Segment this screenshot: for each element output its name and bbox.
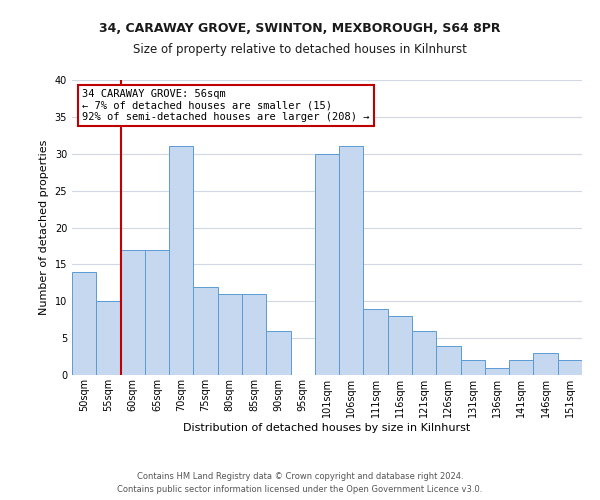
Text: 34 CARAWAY GROVE: 56sqm
← 7% of detached houses are smaller (15)
92% of semi-det: 34 CARAWAY GROVE: 56sqm ← 7% of detached…	[82, 89, 370, 122]
Bar	[72, 272, 96, 375]
Bar	[533, 353, 558, 375]
Bar	[242, 294, 266, 375]
Bar	[461, 360, 485, 375]
Bar	[96, 301, 121, 375]
Y-axis label: Number of detached properties: Number of detached properties	[39, 140, 49, 315]
Bar	[412, 331, 436, 375]
Text: Contains public sector information licensed under the Open Government Licence v3: Contains public sector information licen…	[118, 485, 482, 494]
Bar	[558, 360, 582, 375]
Bar	[315, 154, 339, 375]
Bar	[509, 360, 533, 375]
Text: Size of property relative to detached houses in Kilnhurst: Size of property relative to detached ho…	[133, 42, 467, 56]
Bar	[218, 294, 242, 375]
Bar	[266, 331, 290, 375]
Bar	[339, 146, 364, 375]
Bar	[364, 308, 388, 375]
X-axis label: Distribution of detached houses by size in Kilnhurst: Distribution of detached houses by size …	[184, 422, 470, 432]
Bar	[485, 368, 509, 375]
Bar	[121, 250, 145, 375]
Bar	[193, 286, 218, 375]
Text: 34, CARAWAY GROVE, SWINTON, MEXBOROUGH, S64 8PR: 34, CARAWAY GROVE, SWINTON, MEXBOROUGH, …	[99, 22, 501, 36]
Bar	[169, 146, 193, 375]
Text: Contains HM Land Registry data © Crown copyright and database right 2024.: Contains HM Land Registry data © Crown c…	[137, 472, 463, 481]
Bar	[145, 250, 169, 375]
Bar	[388, 316, 412, 375]
Bar	[436, 346, 461, 375]
